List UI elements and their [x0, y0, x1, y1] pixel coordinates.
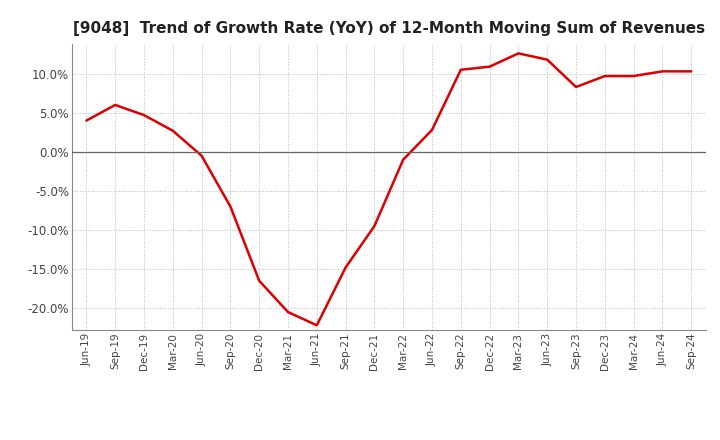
- Title: [9048]  Trend of Growth Rate (YoY) of 12-Month Moving Sum of Revenues: [9048] Trend of Growth Rate (YoY) of 12-…: [73, 21, 705, 36]
